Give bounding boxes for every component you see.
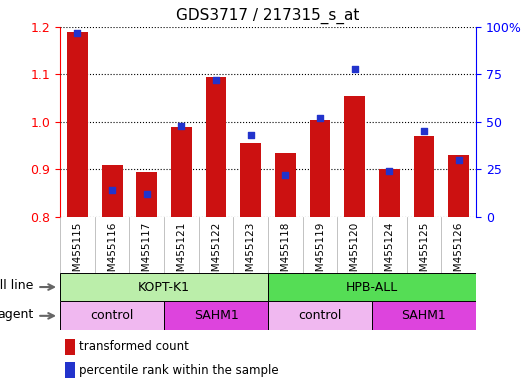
- Point: [246, 132, 255, 138]
- Bar: [379, 169, 400, 217]
- Bar: [164, 301, 268, 330]
- Text: GSM455118: GSM455118: [280, 222, 290, 285]
- Bar: [60, 273, 268, 301]
- Point: [177, 122, 186, 129]
- Text: SAHM1: SAHM1: [194, 310, 238, 322]
- Point: [454, 157, 463, 163]
- Bar: [206, 77, 226, 217]
- Text: control: control: [298, 310, 342, 322]
- Text: GSM455119: GSM455119: [315, 222, 325, 285]
- Bar: [268, 273, 476, 301]
- Text: percentile rank within the sample: percentile rank within the sample: [79, 364, 279, 377]
- Point: [385, 168, 393, 174]
- Text: transformed count: transformed count: [79, 341, 189, 354]
- Bar: [65, 339, 75, 355]
- Bar: [372, 301, 476, 330]
- Text: GSM455123: GSM455123: [246, 222, 256, 285]
- Bar: [101, 165, 122, 217]
- Text: GSM455117: GSM455117: [142, 222, 152, 285]
- Bar: [60, 301, 164, 330]
- Bar: [310, 119, 331, 217]
- Text: GSM455116: GSM455116: [107, 222, 117, 285]
- Bar: [448, 155, 469, 217]
- Bar: [137, 172, 157, 217]
- Point: [143, 191, 151, 197]
- Point: [281, 172, 290, 178]
- Text: KOPT-K1: KOPT-K1: [138, 281, 190, 293]
- Bar: [241, 143, 261, 217]
- Bar: [171, 127, 192, 217]
- Bar: [344, 96, 365, 217]
- Title: GDS3717 / 217315_s_at: GDS3717 / 217315_s_at: [176, 8, 360, 24]
- Text: GSM455120: GSM455120: [350, 222, 360, 285]
- Text: HPB-ALL: HPB-ALL: [346, 281, 398, 293]
- Bar: [275, 153, 295, 217]
- Text: SAHM1: SAHM1: [402, 310, 446, 322]
- Bar: [67, 31, 88, 217]
- Point: [420, 128, 428, 134]
- Text: control: control: [90, 310, 134, 322]
- Bar: [414, 136, 434, 217]
- Bar: [268, 301, 372, 330]
- Text: GSM455126: GSM455126: [453, 222, 463, 285]
- Text: cell line: cell line: [0, 279, 33, 292]
- Point: [350, 66, 359, 72]
- Text: agent: agent: [0, 308, 33, 321]
- Point: [108, 187, 116, 194]
- Text: GSM455125: GSM455125: [419, 222, 429, 285]
- Text: GSM455121: GSM455121: [176, 222, 186, 285]
- Point: [73, 30, 82, 36]
- Bar: [65, 362, 75, 378]
- Point: [212, 77, 220, 83]
- Text: GSM455122: GSM455122: [211, 222, 221, 285]
- Text: GSM455124: GSM455124: [384, 222, 394, 285]
- Point: [316, 115, 324, 121]
- Text: GSM455115: GSM455115: [73, 222, 83, 285]
